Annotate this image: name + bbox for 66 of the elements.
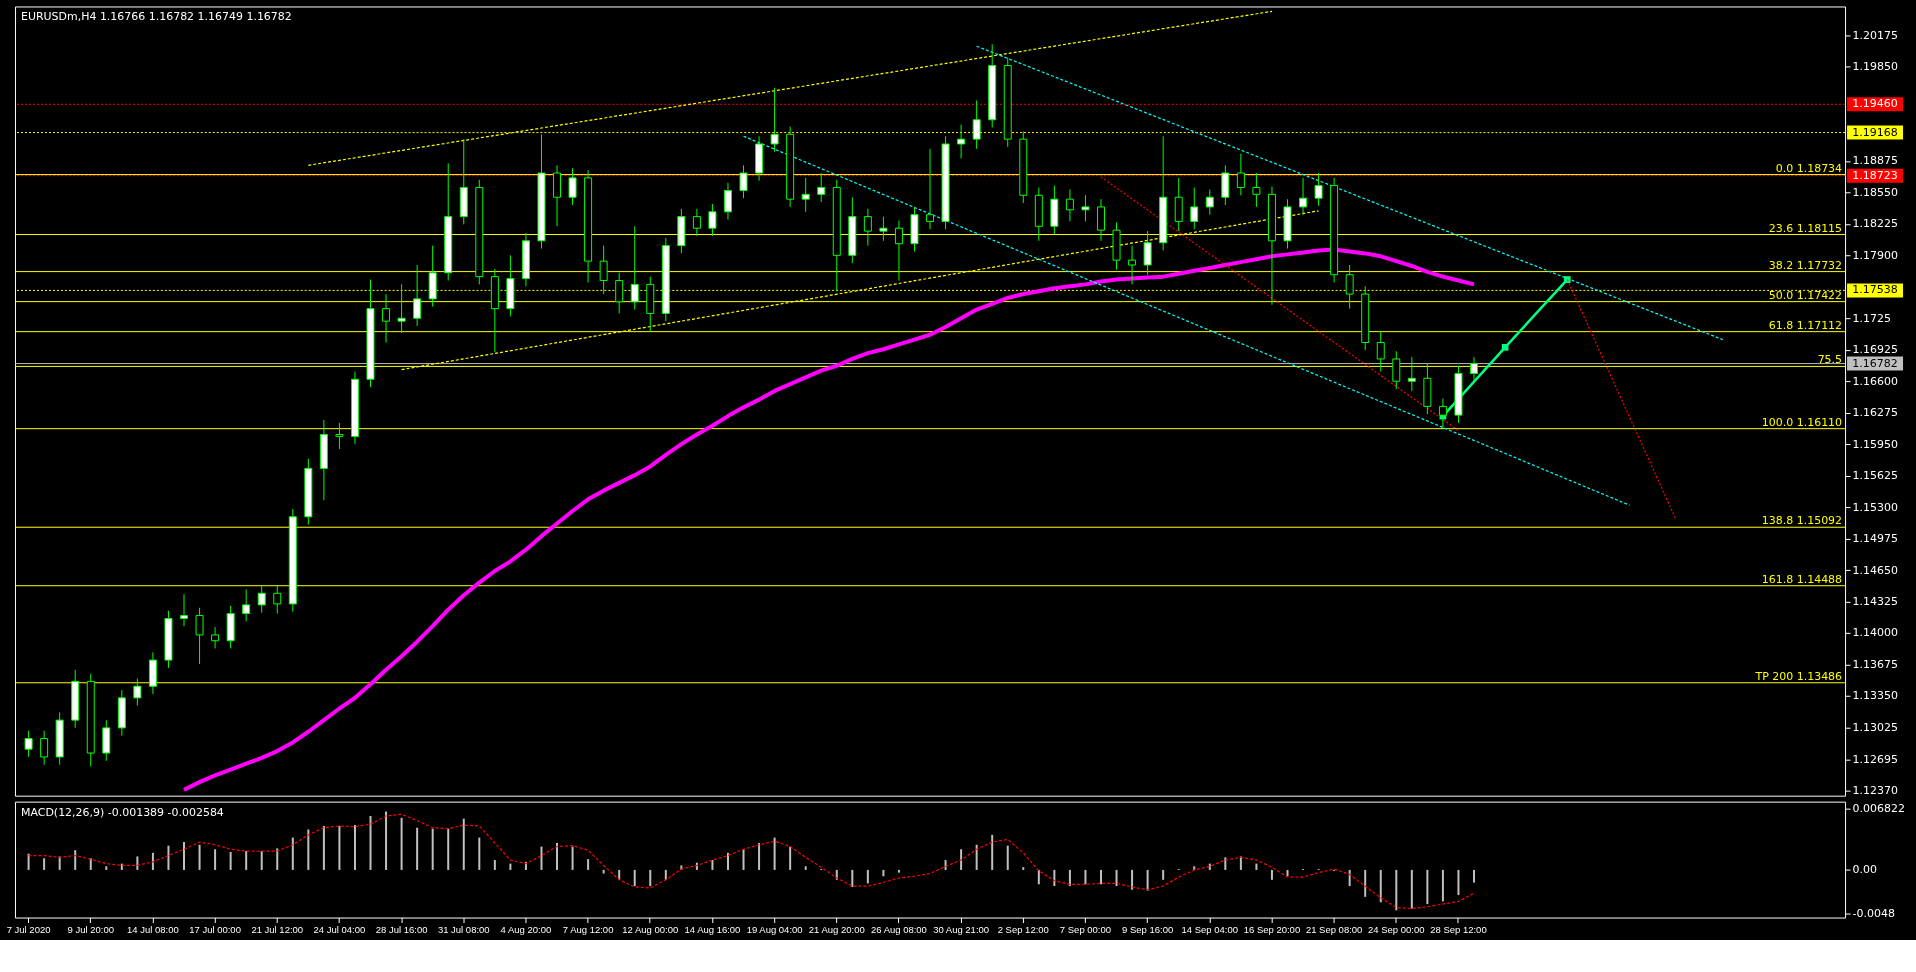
- y-tick-label: 1.14000: [1852, 626, 1898, 640]
- chart-title: MACD(12,26,9) -0.001389 -0.002584: [20, 805, 224, 819]
- ref-line-label: 1.17538: [1852, 283, 1898, 297]
- x-tick-label: 7 Aug 12:00: [562, 924, 614, 936]
- x-tick-label: 24 Sep 00:00: [1368, 924, 1425, 936]
- x-tick-label: 26 Aug 08:00: [870, 924, 927, 936]
- ref-line-label: 1.19460: [1852, 97, 1898, 111]
- x-tick-label: 30 Aug 21:00: [933, 924, 990, 936]
- x-tick-label: 7 Sep 00:00: [1059, 924, 1112, 936]
- annotation: 23.6 1.18115: [1768, 221, 1843, 235]
- x-tick-label: 14 Aug 16:00: [684, 924, 741, 936]
- y-tick-label: 1.16600: [1852, 374, 1898, 388]
- y-tick-label: 1.12695: [1852, 752, 1898, 766]
- x-tick-label: 9 Sep 16:00: [1122, 924, 1174, 936]
- y-tick-label: 1.14325: [1852, 595, 1898, 609]
- y-tick-label: 1.15625: [1852, 469, 1898, 483]
- y-tick-label: 1.16925: [1852, 343, 1898, 357]
- x-tick-label: 12 Aug 00:00: [622, 924, 679, 936]
- y-tick-label: 1.13350: [1852, 689, 1898, 703]
- x-tick-label: 24 Jul 04:00: [313, 924, 366, 936]
- annotation: 0.0 1.18734: [1775, 161, 1843, 175]
- x-tick-label: 17 Jul 00:00: [189, 924, 241, 936]
- x-tick-label: 14 Jul 08:00: [127, 924, 179, 936]
- y-tick-label: 1.15300: [1852, 500, 1898, 514]
- x-tick-label: 31 Jul 08:00: [437, 924, 490, 936]
- y-tick-label: 0.00: [1852, 863, 1878, 877]
- x-tick-label: 21 Aug 20:00: [808, 924, 865, 936]
- x-tick-label: 21 Sep 08:00: [1305, 924, 1363, 936]
- x-tick-label: 14 Sep 04:00: [1181, 924, 1239, 936]
- annotation: 38.2 1.17732: [1768, 258, 1843, 272]
- y-tick-label: 1.1725: [1852, 311, 1891, 325]
- annotation: 75.5: [1817, 353, 1843, 367]
- y-tick-label: 1.18225: [1852, 217, 1898, 231]
- y-tick-label: 1.14975: [1852, 532, 1898, 546]
- annotation: TP 200 1.13486: [1754, 669, 1843, 683]
- x-tick-label: 9 Jul 20:00: [67, 924, 114, 936]
- annotation: 100.0 1.16110: [1761, 415, 1843, 429]
- y-tick-label: 1.16275: [1852, 406, 1898, 420]
- y-tick-label: 1.17900: [1852, 248, 1898, 262]
- x-tick-label: 19 Aug 04:00: [746, 924, 803, 936]
- y-tick-label: 1.18875: [1852, 154, 1898, 168]
- x-tick-label: 21 Jul 12:00: [251, 924, 304, 936]
- chart-title: EURUSDm,H4 1.16766 1.16782 1.16749 1.16782: [20, 10, 292, 24]
- annotation: 61.8 1.17112: [1768, 318, 1843, 332]
- annotation: 50.0 1.17422: [1768, 288, 1843, 302]
- y-tick-label: 1.20175: [1852, 28, 1898, 42]
- x-tick-label: 16 Sep 20:00: [1243, 924, 1301, 936]
- ref-line-label: 1.16782: [1852, 356, 1898, 370]
- y-tick-label: 0.006822: [1852, 802, 1905, 816]
- y-tick-label: 1.14650: [1852, 563, 1898, 577]
- annotation: 138.8 1.15092: [1761, 514, 1843, 528]
- x-tick-label: 28 Sep 12:00: [1430, 924, 1487, 936]
- x-tick-label: 28 Jul 16:00: [375, 924, 428, 936]
- annotation: 161.8 1.14488: [1761, 572, 1843, 586]
- y-tick-label: 1.13025: [1852, 720, 1898, 734]
- x-tick-label: 4 Aug 20:00: [500, 924, 552, 936]
- x-tick-label: 7 Jul 2020: [6, 924, 51, 936]
- y-tick-label: 1.18550: [1852, 185, 1898, 199]
- y-tick-label: 1.19850: [1852, 60, 1898, 74]
- y-tick-label: 1.12370: [1852, 784, 1898, 798]
- x-tick-label: 2 Sep 12:00: [997, 924, 1049, 936]
- y-tick-label: -0.0048: [1852, 906, 1895, 920]
- ref-line-label: 1.19168: [1852, 125, 1898, 139]
- y-tick-label: 1.13675: [1852, 657, 1898, 671]
- ref-line-label: 1.18723: [1852, 168, 1898, 182]
- y-tick-label: 1.15950: [1852, 437, 1898, 451]
